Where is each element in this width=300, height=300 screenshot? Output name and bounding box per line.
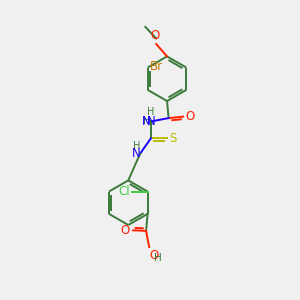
Text: H: H xyxy=(142,116,150,126)
Text: O: O xyxy=(186,110,195,123)
Text: Br: Br xyxy=(150,59,163,73)
Text: O: O xyxy=(150,250,159,262)
Text: Cl: Cl xyxy=(118,185,130,198)
Text: O: O xyxy=(150,29,159,42)
Text: S: S xyxy=(169,132,177,145)
Text: N: N xyxy=(147,115,155,128)
Text: H: H xyxy=(154,253,162,263)
Text: H: H xyxy=(133,141,140,151)
Text: N: N xyxy=(132,147,141,160)
Text: H: H xyxy=(147,107,155,117)
Text: O: O xyxy=(121,224,130,237)
Text: N: N xyxy=(142,115,150,128)
